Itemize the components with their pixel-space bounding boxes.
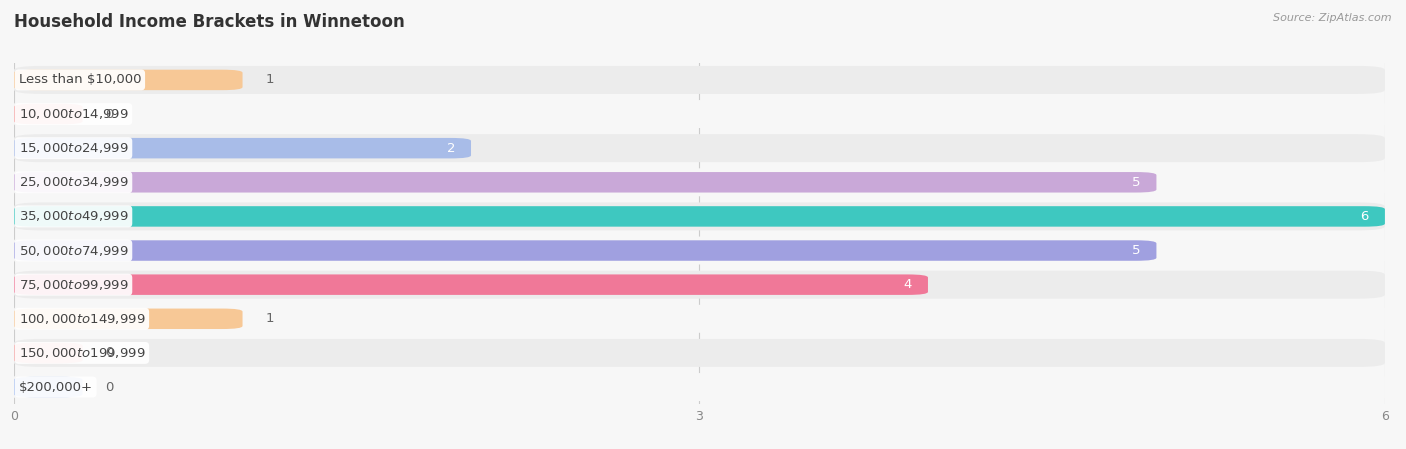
FancyBboxPatch shape bbox=[14, 172, 1156, 193]
Text: 5: 5 bbox=[1132, 244, 1140, 257]
FancyBboxPatch shape bbox=[14, 138, 471, 158]
Text: Less than $10,000: Less than $10,000 bbox=[18, 74, 141, 86]
Text: $25,000 to $34,999: $25,000 to $34,999 bbox=[18, 175, 128, 189]
FancyBboxPatch shape bbox=[14, 274, 928, 295]
FancyBboxPatch shape bbox=[14, 271, 1385, 299]
FancyBboxPatch shape bbox=[14, 373, 1385, 401]
FancyBboxPatch shape bbox=[14, 168, 1385, 196]
Text: 5: 5 bbox=[1132, 176, 1140, 189]
Text: Household Income Brackets in Winnetoon: Household Income Brackets in Winnetoon bbox=[14, 13, 405, 31]
FancyBboxPatch shape bbox=[14, 70, 243, 90]
Text: 6: 6 bbox=[1361, 210, 1369, 223]
FancyBboxPatch shape bbox=[14, 240, 1156, 261]
Text: $75,000 to $99,999: $75,000 to $99,999 bbox=[18, 277, 128, 292]
Text: $10,000 to $14,999: $10,000 to $14,999 bbox=[18, 107, 128, 121]
Text: $150,000 to $199,999: $150,000 to $199,999 bbox=[18, 346, 145, 360]
FancyBboxPatch shape bbox=[14, 308, 243, 329]
FancyBboxPatch shape bbox=[14, 305, 1385, 333]
Text: $35,000 to $49,999: $35,000 to $49,999 bbox=[18, 209, 128, 224]
FancyBboxPatch shape bbox=[14, 66, 1385, 94]
FancyBboxPatch shape bbox=[14, 100, 1385, 128]
FancyBboxPatch shape bbox=[14, 339, 1385, 367]
FancyBboxPatch shape bbox=[14, 206, 1385, 227]
FancyBboxPatch shape bbox=[14, 104, 83, 124]
Text: $50,000 to $74,999: $50,000 to $74,999 bbox=[18, 243, 128, 258]
Text: 4: 4 bbox=[904, 278, 912, 291]
Text: 1: 1 bbox=[266, 313, 274, 325]
Text: 2: 2 bbox=[447, 142, 456, 154]
Text: Source: ZipAtlas.com: Source: ZipAtlas.com bbox=[1274, 13, 1392, 23]
Text: 1: 1 bbox=[266, 74, 274, 86]
FancyBboxPatch shape bbox=[14, 343, 83, 363]
Text: $100,000 to $149,999: $100,000 to $149,999 bbox=[18, 312, 145, 326]
FancyBboxPatch shape bbox=[14, 377, 83, 397]
Text: 0: 0 bbox=[105, 108, 114, 120]
FancyBboxPatch shape bbox=[14, 134, 1385, 162]
Text: $200,000+: $200,000+ bbox=[18, 381, 93, 393]
Text: $15,000 to $24,999: $15,000 to $24,999 bbox=[18, 141, 128, 155]
FancyBboxPatch shape bbox=[14, 202, 1385, 230]
Text: 0: 0 bbox=[105, 381, 114, 393]
Text: 0: 0 bbox=[105, 347, 114, 359]
FancyBboxPatch shape bbox=[14, 237, 1385, 264]
